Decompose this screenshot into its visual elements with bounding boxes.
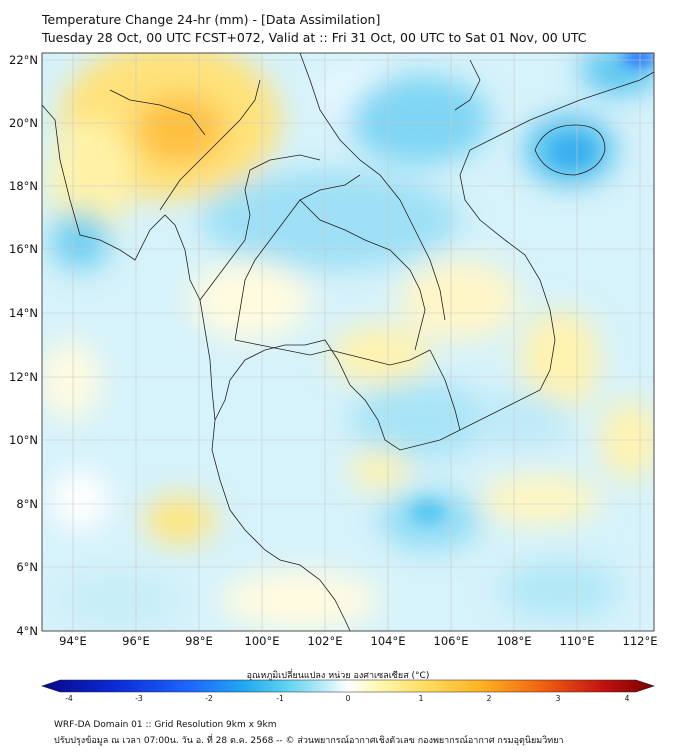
- colorbar: [41, 679, 655, 693]
- colorbar-tick: -4: [65, 694, 73, 703]
- lon-tick: 104°E: [370, 634, 406, 648]
- map-frame: [41, 52, 655, 632]
- colorbar-tick: 2: [486, 694, 492, 703]
- colorbar-tick: 0: [345, 694, 351, 703]
- colorbar-tick: 1: [418, 694, 424, 703]
- colorbar-tick: -3: [135, 694, 143, 703]
- map-subtitle: Tuesday 28 Oct, 00 UTC FCST+072, Valid a…: [42, 30, 587, 45]
- map-gridlines: [42, 53, 654, 631]
- colorbar-tick: 3: [555, 694, 561, 703]
- lon-tick: 110°E: [559, 634, 595, 648]
- lat-tick: 12°N: [9, 370, 38, 384]
- lon-tick: 96°E: [122, 634, 150, 648]
- colorbar-tick: -1: [276, 694, 284, 703]
- map-title: Temperature Change 24-hr (mm) - [Data As…: [42, 12, 381, 27]
- lat-tick: 22°N: [9, 53, 38, 67]
- lat-tick: 6°N: [16, 560, 38, 574]
- lat-tick: 10°N: [9, 433, 38, 447]
- lat-tick: 8°N: [16, 497, 38, 511]
- coastlines: [42, 53, 654, 631]
- update-info-footer: ปรับปรุงข้อมูล ณ เวลา 07:00น. วัน อ. ที่…: [54, 736, 564, 746]
- lon-tick: 108°E: [496, 634, 532, 648]
- lat-tick: 20°N: [9, 116, 38, 130]
- lat-tick: 4°N: [16, 624, 38, 638]
- lat-tick: 16°N: [9, 242, 38, 256]
- colorbar-label: อุณหภูมิเปลี่ยนแปลง หน่วย องศาเซลเซียส (…: [246, 671, 430, 681]
- lon-tick: 98°E: [185, 634, 213, 648]
- lon-tick: 100°E: [244, 634, 280, 648]
- temperature-field: [42, 53, 654, 631]
- model-info-footer: WRF-DA Domain 01 :: Grid Resolution 9km …: [54, 720, 277, 730]
- colorbar-tick: -2: [205, 694, 213, 703]
- lon-tick: 94°E: [59, 634, 87, 648]
- lat-tick: 18°N: [9, 179, 38, 193]
- lat-tick: 14°N: [9, 306, 38, 320]
- colorbar-tick: 4: [624, 694, 630, 703]
- lon-tick: 112°E: [622, 634, 658, 648]
- lon-tick: 106°E: [433, 634, 469, 648]
- lon-tick: 102°E: [307, 634, 343, 648]
